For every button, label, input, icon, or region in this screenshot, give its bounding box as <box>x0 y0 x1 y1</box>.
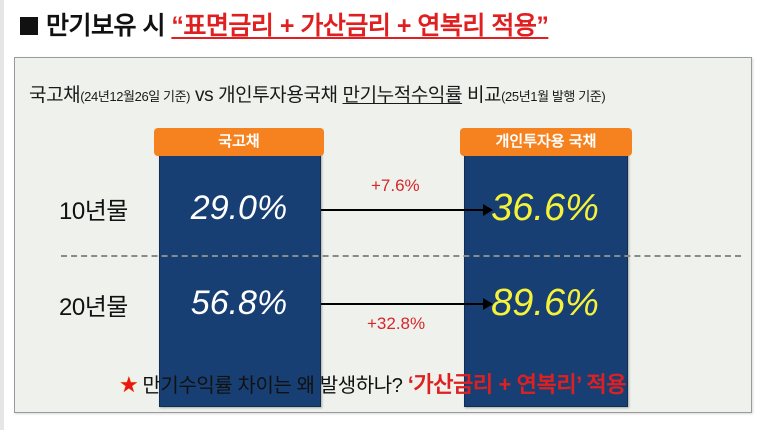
comparison-panel: 국고채(24년12월26일 기준) vs 개인투자용국채 만기누적수익률 비교(… <box>14 57 752 413</box>
heading-highlight: “표면금리 + 가산금리 + 연복리 적용” <box>171 12 549 40</box>
subtitle-treasury: 국고채 <box>29 85 81 106</box>
subtitle-compare: 비교 <box>462 85 502 106</box>
square-bullet-icon <box>20 17 38 35</box>
page-heading: 만기보유 시 “표면금리 + 가산금리 + 연복리 적용” <box>20 6 549 42</box>
heading-prefix: 만기보유 시 <box>46 12 172 40</box>
arrow-10y-icon <box>321 204 493 216</box>
subtitle-underlined: 만기누적수익률 <box>342 85 463 106</box>
diff-20y: +32.8% <box>367 314 426 333</box>
retail-10y-value: 36.6% <box>491 187 599 229</box>
diff-10y: +7.6% <box>371 176 420 195</box>
subtitle-treasury-note: (24년12월26일 기준) <box>80 89 191 104</box>
row-label-10y: 10년물 <box>59 198 128 225</box>
row-divider <box>61 255 741 257</box>
treasury-20y-value: 56.8% <box>190 284 288 322</box>
arrow-20y-icon <box>321 298 493 310</box>
subtitle-vs: vs 개인투자용국채 <box>190 85 343 106</box>
retail-20y-value: 89.6% <box>491 282 599 324</box>
treasury-column-box <box>159 147 321 407</box>
footnote-tail: 적용 <box>581 372 627 397</box>
footnote-highlight: ‘가산금리 + 연복리’ <box>407 372 582 397</box>
treasury-10y-value: 29.0% <box>190 189 288 227</box>
retail-column-box <box>464 147 628 407</box>
row-label-20y: 20년물 <box>59 294 128 321</box>
left-edge <box>0 0 4 430</box>
subtitle-retail-note: (25년1월 발행 기준) <box>501 89 606 104</box>
retail-column-header: 개인투자용 국채 <box>460 128 632 156</box>
treasury-column-header: 국고채 <box>154 128 324 156</box>
footnote-question: 만기수익률 차이는 왜 발생하나? <box>142 375 408 397</box>
panel-subtitle: 국고채(24년12월26일 기준) vs 개인투자용국채 만기누적수익률 비교(… <box>29 80 606 107</box>
star-icon: ★ <box>119 372 139 397</box>
footnote: ★ 만기수익률 차이는 왜 발생하나? ‘가산금리 + 연복리’ 적용 <box>119 367 626 399</box>
